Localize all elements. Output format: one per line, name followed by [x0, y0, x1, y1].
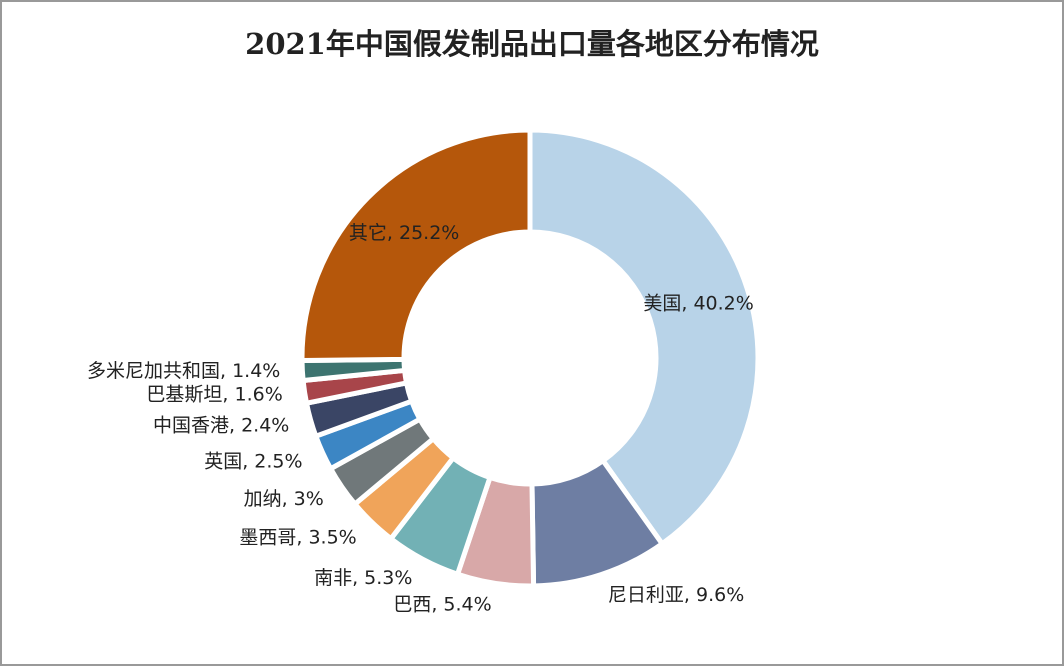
data-label: 巴基斯坦, 1.6%	[146, 384, 282, 406]
data-label: 英国, 2.5%	[204, 450, 302, 472]
data-label: 中国香港, 2.4%	[153, 414, 289, 436]
donut-slice	[527, 127, 761, 548]
data-label: 墨西哥, 3.5%	[239, 527, 356, 549]
chart-title: 2021年中国假发制品出口量各地区分布情况	[245, 27, 819, 61]
data-label: 加纳, 3%	[244, 488, 324, 510]
data-label: 巴西, 5.4%	[393, 594, 491, 616]
data-label: 尼日利亚, 9.6%	[608, 584, 744, 606]
data-label: 多米尼加共和国, 1.4%	[87, 360, 280, 382]
data-label: 美国, 40.2%	[643, 293, 753, 315]
data-label: 南非, 5.3%	[314, 567, 412, 589]
data-label: 其它, 25.2%	[349, 222, 459, 244]
donut-slice	[299, 127, 533, 364]
